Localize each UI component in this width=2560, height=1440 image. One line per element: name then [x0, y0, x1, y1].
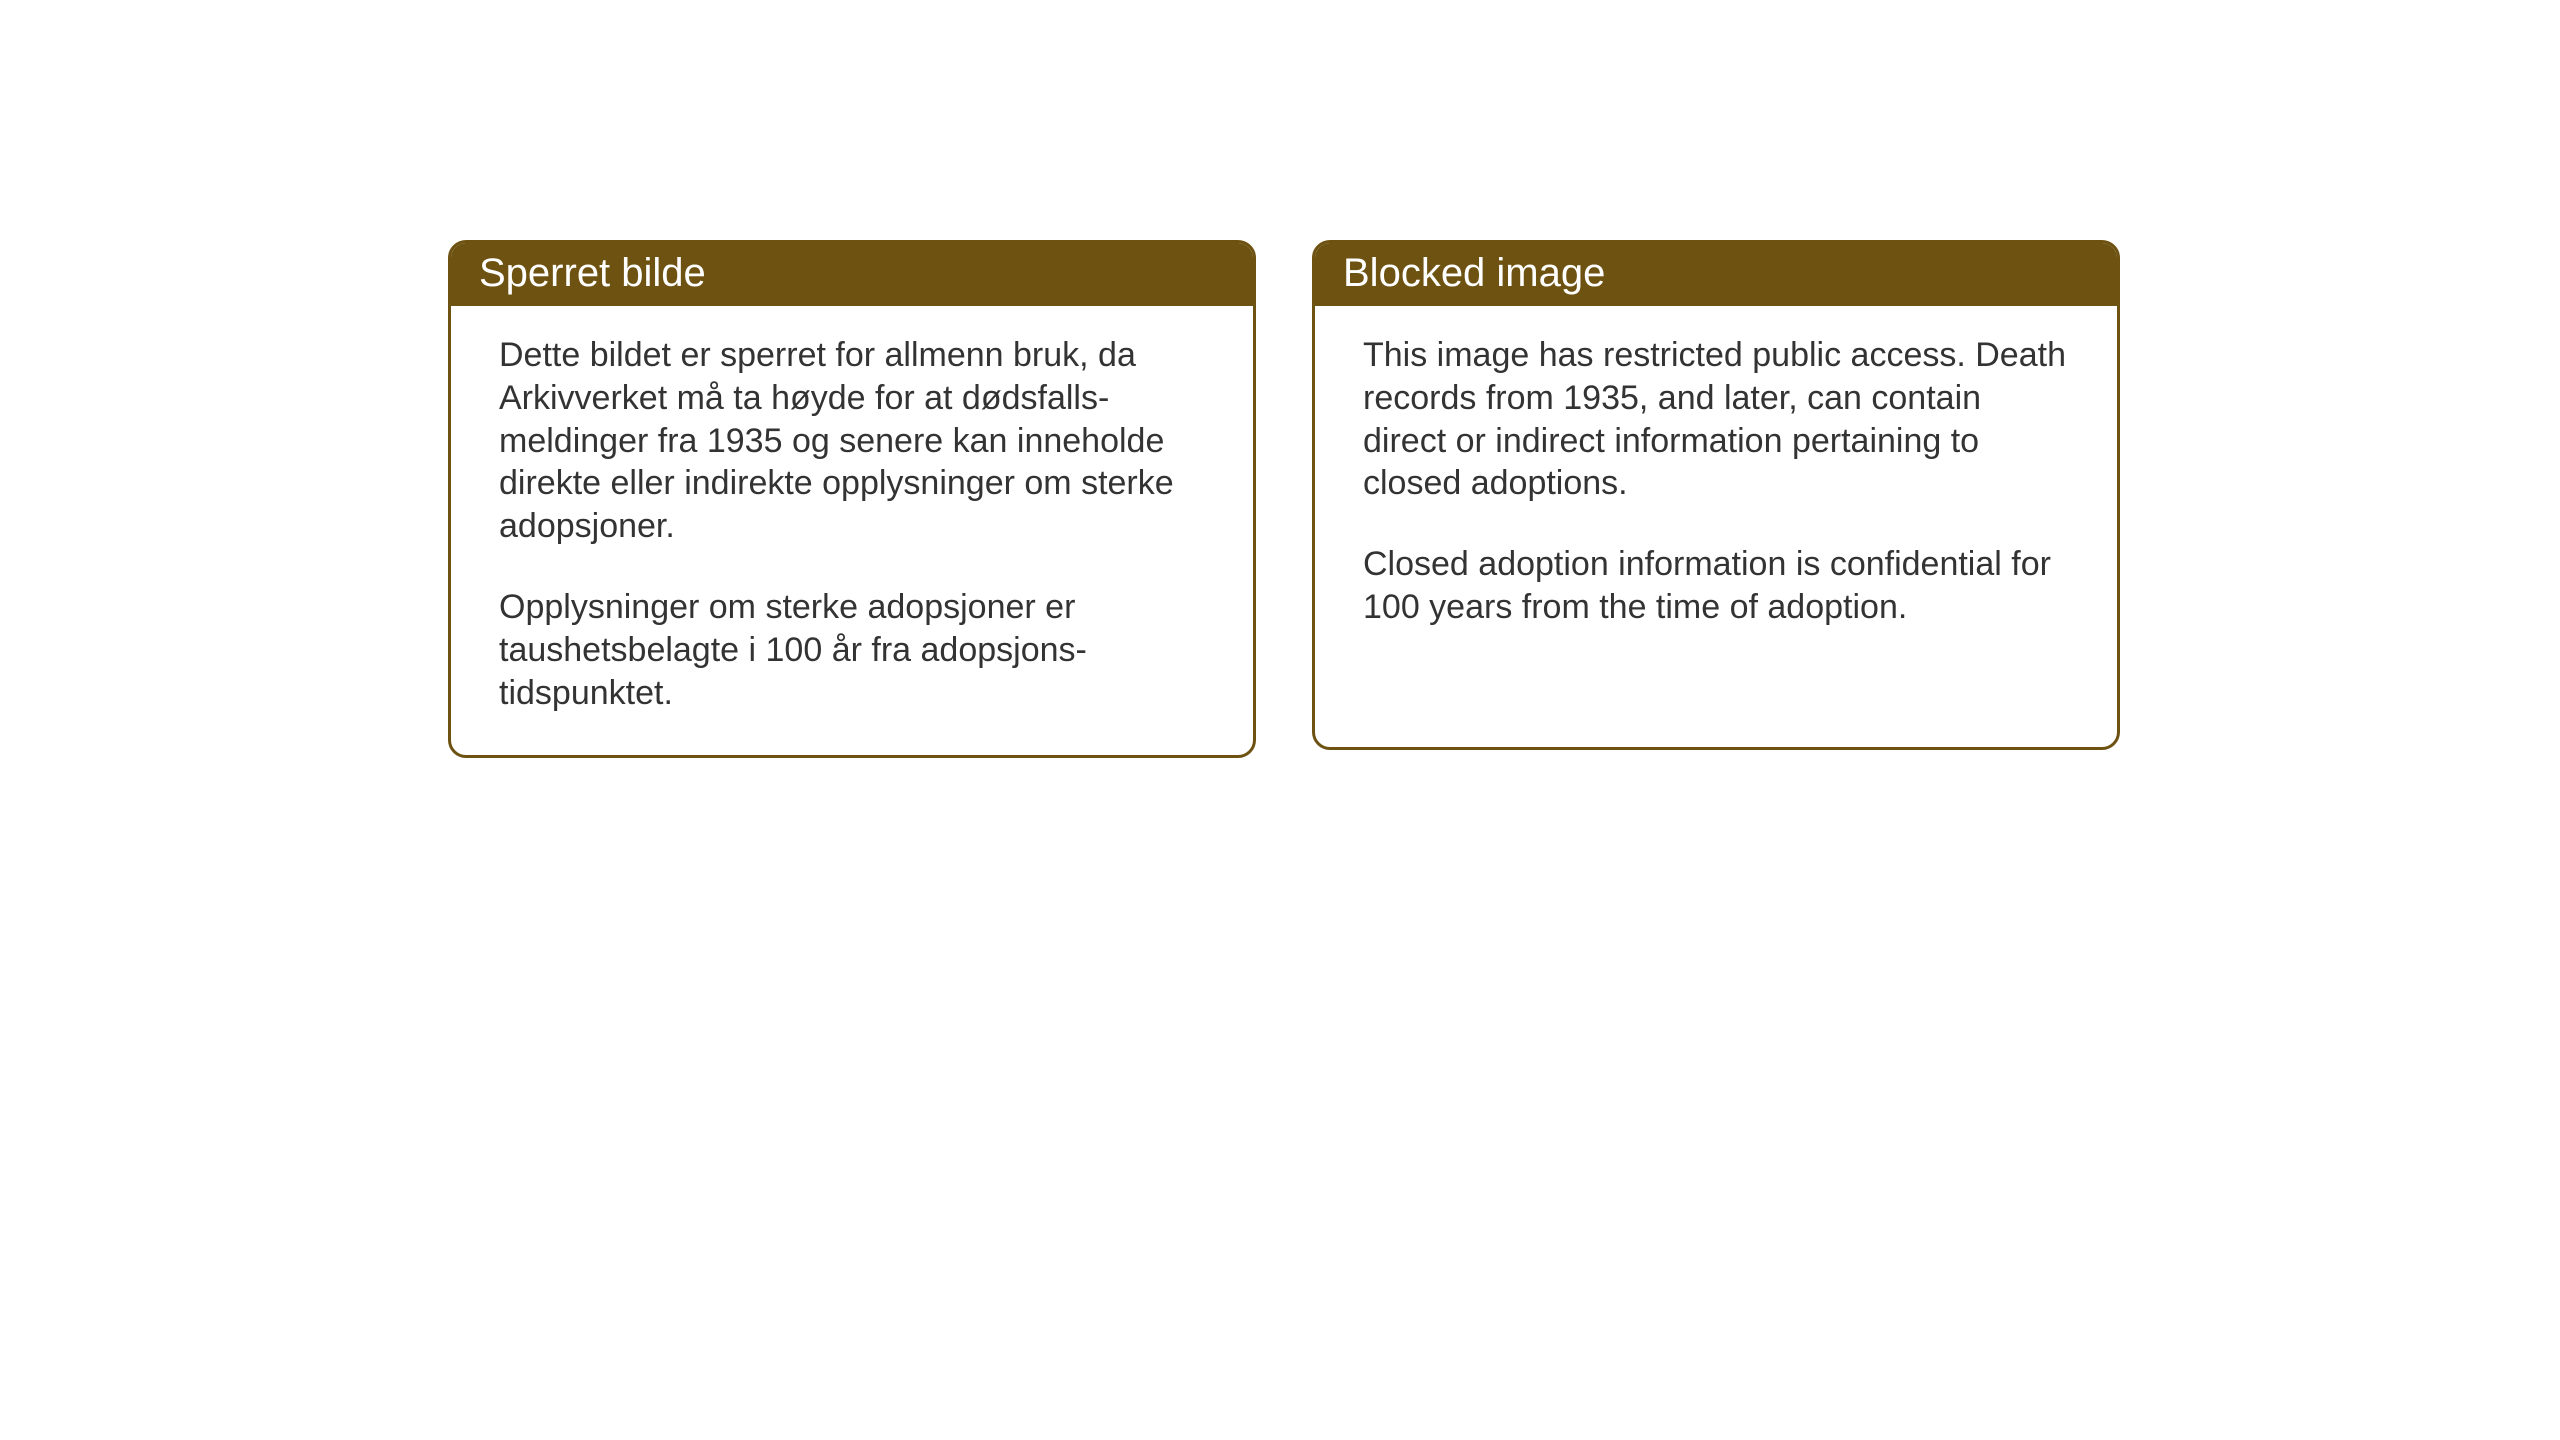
paragraph-english-1: This image has restricted public access.…: [1363, 334, 2069, 505]
notice-card-english: Blocked image This image has restricted …: [1312, 240, 2120, 750]
notice-card-norwegian: Sperret bilde Dette bildet er sperret fo…: [448, 240, 1256, 758]
card-body-english: This image has restricted public access.…: [1315, 306, 2117, 669]
card-header-norwegian: Sperret bilde: [451, 243, 1253, 306]
card-title-english: Blocked image: [1343, 251, 1605, 295]
paragraph-norwegian-1: Dette bildet er sperret for allmenn bruk…: [499, 334, 1205, 548]
paragraph-norwegian-2: Opplysninger om sterke adopsjoner er tau…: [499, 586, 1205, 714]
card-body-norwegian: Dette bildet er sperret for allmenn bruk…: [451, 306, 1253, 755]
card-title-norwegian: Sperret bilde: [479, 251, 706, 295]
notice-container: Sperret bilde Dette bildet er sperret fo…: [448, 240, 2120, 758]
paragraph-english-2: Closed adoption information is confident…: [1363, 543, 2069, 629]
card-header-english: Blocked image: [1315, 243, 2117, 306]
